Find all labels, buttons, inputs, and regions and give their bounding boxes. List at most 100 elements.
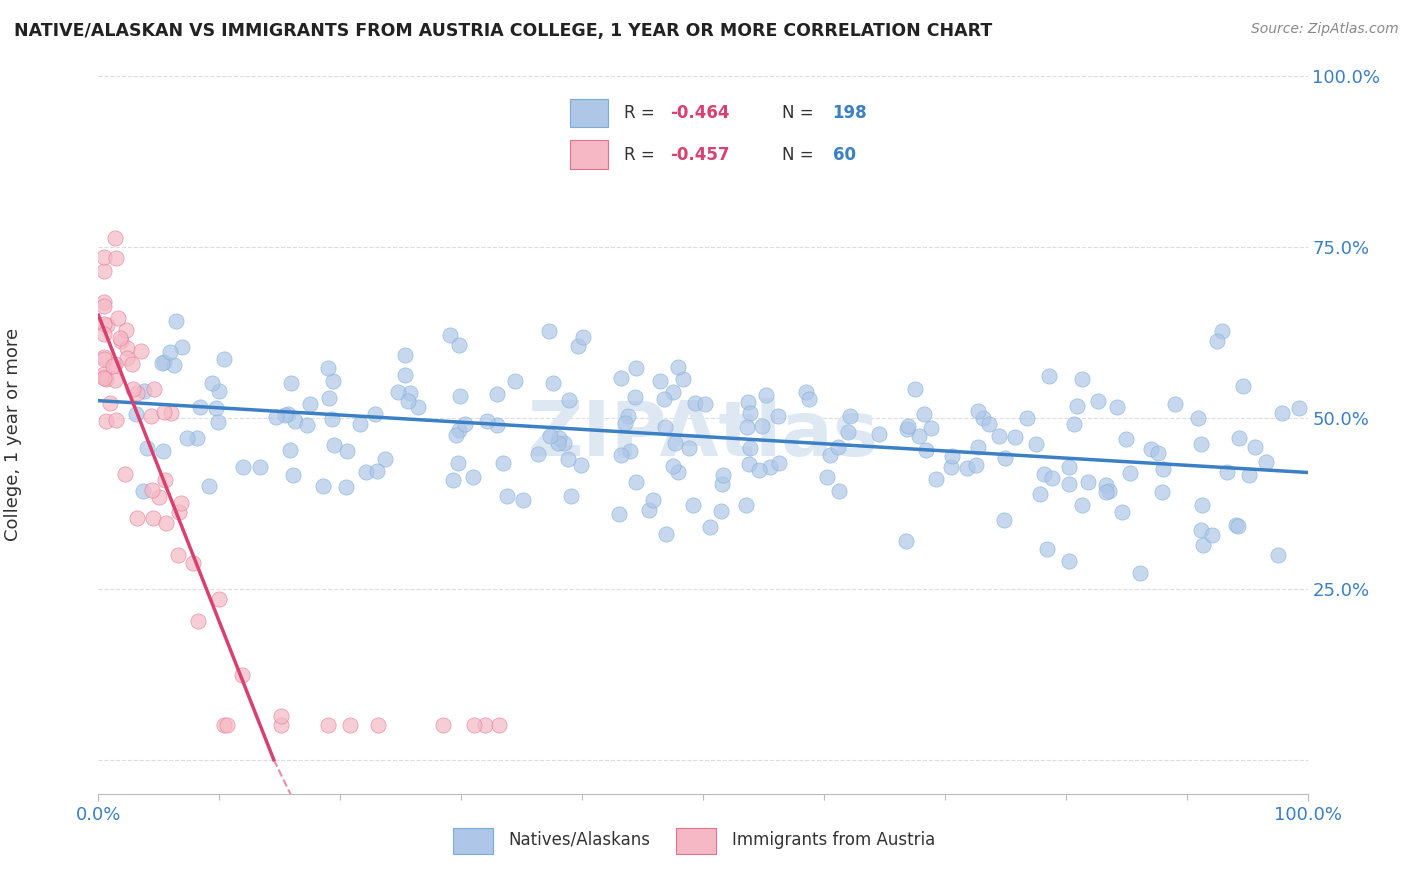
Point — [318, 391, 340, 405]
Point — [540, 429, 562, 443]
Point — [1071, 372, 1094, 386]
Point — [364, 407, 387, 421]
Point — [374, 452, 396, 467]
Point — [96, 318, 118, 332]
Point — [107, 311, 129, 326]
Point — [208, 591, 231, 606]
Point — [322, 437, 344, 451]
Point — [187, 614, 209, 628]
Point — [1147, 446, 1170, 460]
Point — [1095, 478, 1118, 492]
Point — [339, 718, 361, 732]
Point — [167, 505, 190, 519]
Point — [838, 409, 860, 423]
Point — [894, 534, 917, 549]
Point — [1028, 487, 1050, 501]
Point — [94, 414, 117, 428]
Point — [485, 387, 508, 401]
Point — [153, 355, 176, 369]
Point — [740, 441, 762, 455]
Point — [896, 422, 918, 436]
Point — [108, 331, 131, 345]
Point — [93, 370, 115, 384]
Point — [104, 373, 127, 387]
Point — [105, 412, 128, 426]
Point — [474, 718, 496, 732]
Point — [394, 348, 416, 362]
Point — [396, 394, 419, 409]
Point — [941, 449, 963, 463]
Point — [1038, 368, 1060, 383]
Text: ZIPAtlas: ZIPAtlas — [527, 398, 879, 472]
Y-axis label: College, 1 year or more: College, 1 year or more — [4, 328, 22, 541]
Point — [941, 459, 963, 474]
Point — [208, 384, 231, 399]
Point — [278, 442, 301, 457]
Text: Source: ZipAtlas.com: Source: ZipAtlas.com — [1251, 22, 1399, 37]
Point — [1216, 465, 1239, 479]
Point — [136, 441, 159, 455]
Point — [1095, 485, 1118, 500]
Point — [163, 358, 186, 372]
Point — [176, 431, 198, 445]
Point — [93, 352, 115, 367]
Point — [610, 370, 633, 384]
Point — [1107, 401, 1129, 415]
Point — [988, 429, 1011, 443]
Point — [956, 461, 979, 475]
Point — [475, 414, 498, 428]
Point — [1004, 430, 1026, 444]
Point — [1066, 399, 1088, 413]
Point — [1139, 442, 1161, 456]
Point — [1059, 553, 1081, 567]
Point — [738, 405, 761, 419]
Point — [1057, 477, 1080, 491]
Point — [188, 400, 211, 414]
Point — [664, 436, 686, 450]
Point — [1015, 410, 1038, 425]
Point — [297, 417, 319, 432]
Point — [1111, 505, 1133, 519]
Point — [488, 718, 510, 732]
Point — [207, 416, 229, 430]
Point — [366, 464, 388, 478]
Point — [167, 548, 190, 562]
Point — [977, 417, 1000, 432]
Point — [94, 372, 117, 386]
Point — [699, 520, 721, 534]
Point — [172, 340, 194, 354]
Point — [110, 334, 132, 348]
Point — [127, 511, 149, 525]
Point — [868, 426, 890, 441]
Point — [264, 409, 287, 424]
Point — [1232, 378, 1254, 392]
Point — [232, 459, 254, 474]
Point — [115, 351, 138, 365]
Point — [165, 313, 187, 327]
Point — [299, 397, 322, 411]
Point — [336, 444, 359, 458]
Text: NATIVE/ALASKAN VS IMMIGRANTS FROM AUSTRIA COLLEGE, 1 YEAR OR MORE CORRELATION CH: NATIVE/ALASKAN VS IMMIGRANTS FROM AUSTRI… — [14, 22, 993, 40]
Point — [897, 419, 920, 434]
Point — [170, 496, 193, 510]
Point — [270, 708, 292, 723]
Point — [567, 339, 589, 353]
Point — [316, 718, 339, 732]
Point — [924, 472, 946, 486]
Point — [495, 489, 517, 503]
Point — [1077, 475, 1099, 490]
Point — [439, 327, 461, 342]
Point — [449, 423, 471, 437]
Point — [1267, 549, 1289, 563]
Point — [1237, 468, 1260, 483]
Point — [650, 374, 672, 388]
Point — [503, 374, 526, 388]
Point — [198, 479, 221, 493]
Point — [132, 484, 155, 499]
Point — [1032, 467, 1054, 482]
Point — [1226, 518, 1249, 533]
Point — [904, 382, 927, 396]
Point — [1115, 432, 1137, 446]
Point — [394, 368, 416, 383]
Point — [1057, 460, 1080, 475]
